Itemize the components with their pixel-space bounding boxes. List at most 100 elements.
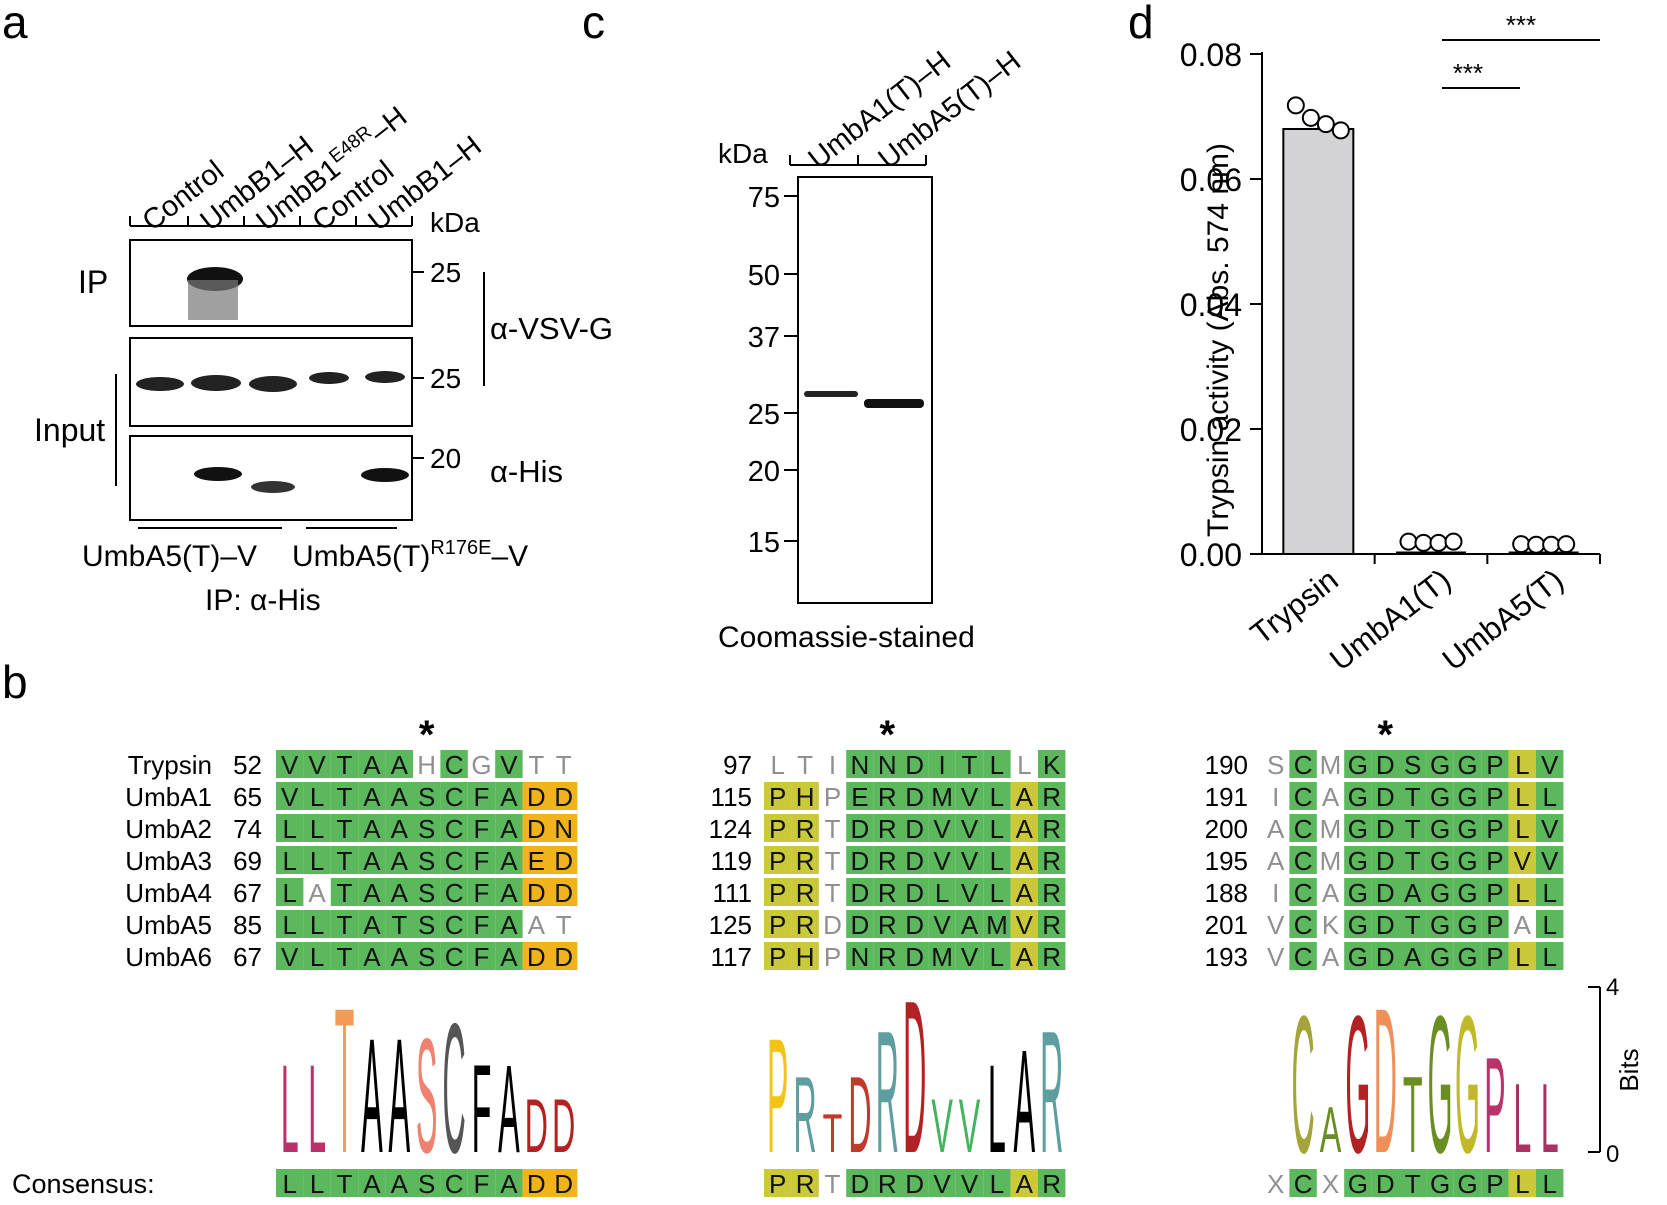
residue-shade (1371, 782, 1399, 810)
antibody-his: α-His (490, 454, 563, 489)
residue: P (1486, 942, 1503, 972)
residue: V (933, 814, 951, 844)
residue: L (282, 846, 296, 876)
residue-shade (1508, 878, 1536, 906)
logo-letter: R (793, 1054, 816, 1176)
residue: T (337, 782, 353, 812)
consensus-residue: T (337, 1169, 353, 1199)
residue: L (310, 814, 324, 844)
residue: D (905, 910, 924, 940)
residue: D (905, 846, 924, 876)
residue: A (1322, 782, 1340, 812)
smear-ip (188, 280, 238, 320)
residue: C (1294, 782, 1313, 812)
consensus-shade (1399, 1169, 1427, 1197)
residue: T (825, 814, 841, 844)
residue: L (282, 814, 296, 844)
residue: H (796, 942, 815, 972)
residue: D (905, 750, 924, 780)
residue-shade (1399, 750, 1427, 778)
residue: P (824, 942, 841, 972)
residue: A (1267, 846, 1285, 876)
residue: D (1376, 750, 1395, 780)
residue: T (825, 846, 841, 876)
logo-letter: A (1014, 1019, 1036, 1183)
residue: R (1042, 942, 1061, 972)
active-site-star: * (419, 713, 435, 757)
data-point (1414, 533, 1433, 552)
consensus-shade (1536, 1169, 1564, 1197)
residue-shade (955, 878, 984, 906)
consensus-shade (495, 1169, 523, 1197)
residue-shade (955, 910, 984, 938)
logo-letter: G (1428, 975, 1453, 1194)
consensus-shade (276, 1169, 304, 1197)
residue-shade (1453, 846, 1482, 874)
consensus-shade (983, 1169, 1011, 1197)
logo-letter: R (876, 995, 899, 1190)
consensus-shade (522, 1169, 550, 1197)
residue: D (527, 878, 546, 908)
residue-shade (764, 910, 792, 938)
residue-shade (550, 814, 578, 842)
residue-shade (1010, 814, 1038, 842)
residue: F (474, 782, 490, 812)
logo-letter: A (389, 1005, 411, 1187)
sequence-name: Trypsin (128, 750, 212, 780)
consensus-residue: T (1405, 1169, 1421, 1199)
residue: C (445, 910, 464, 940)
sequence-name: UmbA4 (125, 878, 212, 908)
start-position: 97 (723, 750, 752, 780)
residue: L (990, 814, 1004, 844)
residue: D (527, 814, 546, 844)
residue-shade (846, 910, 874, 938)
consensus-residue: P (769, 1169, 786, 1199)
residue-shade (1453, 878, 1482, 906)
residue-shade (1536, 782, 1564, 810)
residue: G (1348, 750, 1368, 780)
start-position: 188 (1205, 878, 1248, 908)
consensus-label: Consensus: (12, 1169, 155, 1199)
residue-shade (955, 750, 984, 778)
residue: P (1486, 910, 1503, 940)
gel (797, 176, 933, 604)
residue: V (961, 878, 979, 908)
panel-a: a Control UmbB1–H UmbB1E48R–H Control Um… (2, 0, 613, 617)
residue: G (1457, 878, 1477, 908)
logo-letter: C (1291, 975, 1314, 1194)
residue-shade (522, 782, 550, 810)
consensus-residue: L (1515, 1169, 1529, 1199)
sequence-name: UmbA2 (125, 814, 212, 844)
residue: P (1486, 846, 1503, 876)
residue: D (554, 878, 573, 908)
residue: V (281, 750, 299, 780)
residue: L (1542, 942, 1556, 972)
residue-shade (764, 846, 792, 874)
residue-shade (1289, 878, 1317, 906)
residue: H (796, 782, 815, 812)
residue: G (1348, 878, 1368, 908)
residue: R (796, 910, 815, 940)
residue: G (1348, 814, 1368, 844)
residue: R (796, 878, 815, 908)
start-position: 67 (233, 878, 262, 908)
residue: T (1405, 782, 1421, 812)
residue: T (528, 750, 544, 780)
residue-shade (1289, 750, 1317, 778)
residue: P (824, 782, 841, 812)
residue: I (938, 750, 945, 780)
residue: S (1404, 750, 1421, 780)
residue: T (391, 910, 407, 940)
residue: M (1320, 846, 1342, 876)
residue: I (829, 750, 836, 780)
residue: C (445, 878, 464, 908)
residue-shade (413, 846, 441, 874)
residue-shade (385, 910, 413, 938)
residue-shade (1344, 814, 1372, 842)
residue: A (1404, 878, 1422, 908)
residue-shade (1481, 782, 1509, 810)
residue-shade (1371, 942, 1399, 970)
residue-shade (873, 750, 901, 778)
residue-shade (1536, 814, 1564, 842)
